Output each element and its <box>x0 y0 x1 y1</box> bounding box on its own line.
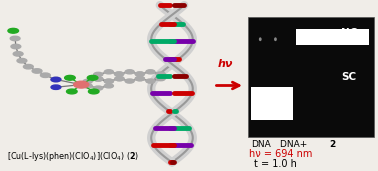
Circle shape <box>125 70 134 74</box>
Circle shape <box>51 77 61 82</box>
Ellipse shape <box>274 37 277 41</box>
Circle shape <box>23 64 33 69</box>
Text: 2: 2 <box>329 140 335 149</box>
Text: hν = 694 nm: hν = 694 nm <box>249 149 313 159</box>
Text: SC: SC <box>341 72 356 82</box>
Text: t = 1.0 h: t = 1.0 h <box>254 159 297 169</box>
Circle shape <box>115 72 124 76</box>
Circle shape <box>32 69 42 73</box>
Circle shape <box>13 52 23 56</box>
Circle shape <box>135 77 144 81</box>
Circle shape <box>115 77 124 81</box>
Circle shape <box>94 77 103 81</box>
Circle shape <box>11 44 21 49</box>
Bar <box>296 29 369 45</box>
Circle shape <box>83 79 92 83</box>
Circle shape <box>17 58 27 63</box>
Circle shape <box>94 86 103 90</box>
Circle shape <box>51 85 61 89</box>
Circle shape <box>125 79 134 83</box>
Circle shape <box>94 77 103 81</box>
Text: DNA+: DNA+ <box>280 140 310 149</box>
Text: [Cu(L-lys)(phen)(ClO$_4$)](ClO$_4$) ($\mathbf{2}$): [Cu(L-lys)(phen)(ClO$_4$)](ClO$_4$) ($\m… <box>7 150 139 163</box>
Text: hν: hν <box>217 59 233 69</box>
Circle shape <box>104 79 113 83</box>
Circle shape <box>83 84 92 88</box>
Circle shape <box>135 72 144 76</box>
Circle shape <box>65 75 75 80</box>
Circle shape <box>156 72 165 76</box>
Circle shape <box>8 28 19 33</box>
Text: DNA: DNA <box>251 140 271 149</box>
Circle shape <box>88 89 99 94</box>
Circle shape <box>135 72 144 76</box>
Circle shape <box>40 73 50 77</box>
Text: NC: NC <box>341 28 357 38</box>
Circle shape <box>67 89 77 94</box>
Circle shape <box>104 70 113 74</box>
Circle shape <box>146 79 155 83</box>
Circle shape <box>115 77 124 81</box>
Circle shape <box>104 79 113 83</box>
Circle shape <box>104 84 113 88</box>
Circle shape <box>87 75 98 80</box>
Circle shape <box>146 70 155 74</box>
Bar <box>248 17 374 137</box>
Circle shape <box>115 72 124 76</box>
Circle shape <box>10 36 20 41</box>
Circle shape <box>51 77 61 82</box>
Circle shape <box>135 77 144 81</box>
Circle shape <box>94 72 103 76</box>
Bar <box>251 87 293 120</box>
Circle shape <box>156 77 165 81</box>
Circle shape <box>74 81 89 88</box>
Ellipse shape <box>259 37 262 41</box>
